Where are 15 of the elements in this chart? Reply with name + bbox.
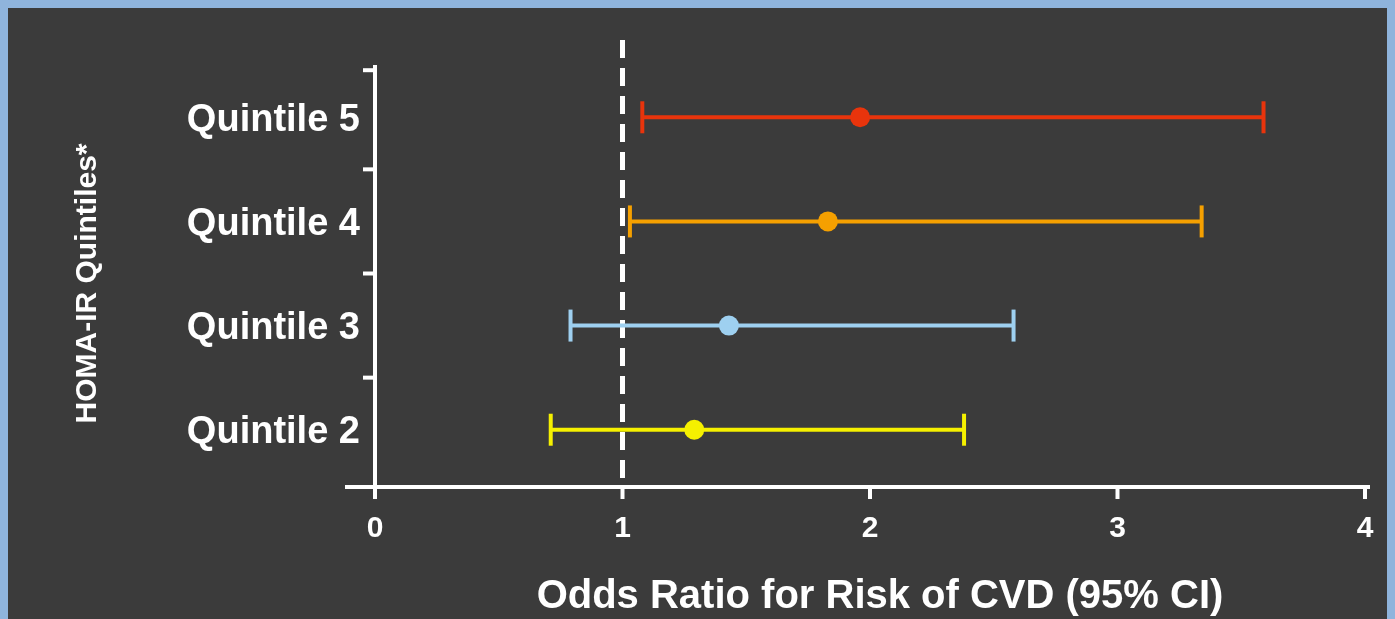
y-tick-label: Quintile 3 bbox=[186, 304, 360, 347]
x-tick-label: 0 bbox=[366, 510, 384, 543]
x-tick-label: 1 bbox=[614, 510, 631, 543]
point bbox=[850, 107, 871, 128]
x-tick-label: 3 bbox=[1109, 510, 1126, 543]
point bbox=[817, 211, 838, 232]
point bbox=[718, 315, 739, 336]
y-axis-title: HOMA-IR Quintiles* bbox=[69, 143, 102, 424]
x-tick-label: 2 bbox=[861, 510, 879, 543]
point bbox=[684, 419, 705, 440]
y-tick-label: Quintile 4 bbox=[186, 200, 360, 243]
x-axis-title: Odds Ratio for Risk of CVD (95% CI) bbox=[536, 572, 1224, 616]
y-tick-label: Quintile 5 bbox=[186, 96, 360, 139]
y-tick-label: Quintile 2 bbox=[186, 409, 360, 452]
x-tick-label: 4 bbox=[1356, 510, 1374, 543]
